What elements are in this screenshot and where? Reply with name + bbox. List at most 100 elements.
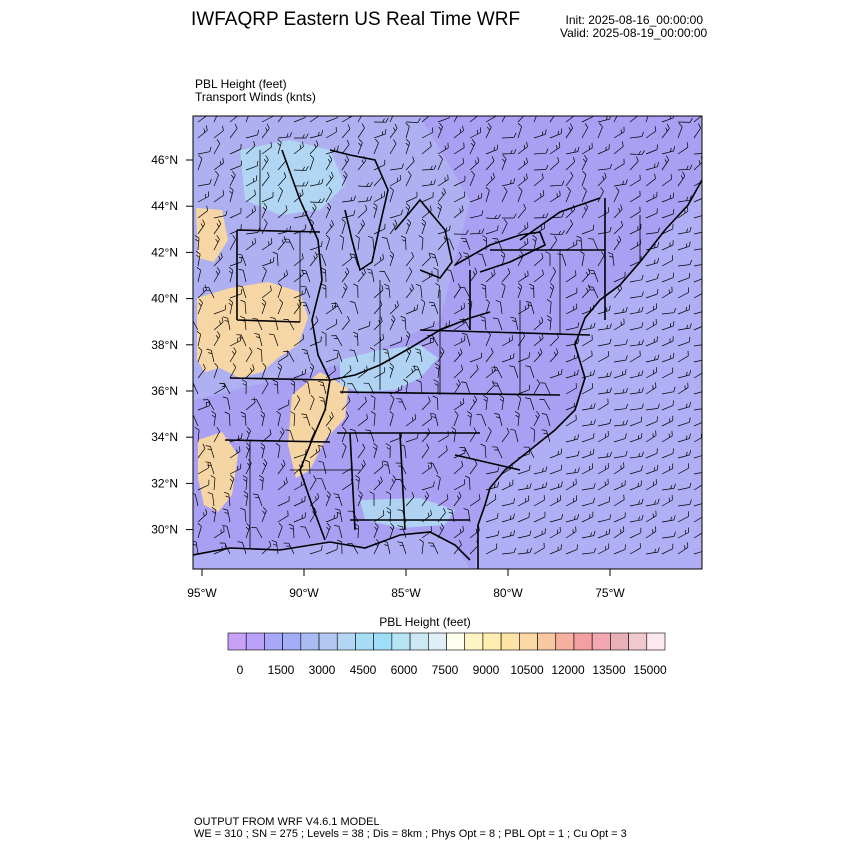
wind-barb [283, 238, 295, 251]
wind-barb [528, 283, 535, 299]
wind-barb [389, 314, 396, 331]
wind-barb [428, 301, 439, 315]
wind-barb [693, 391, 702, 395]
wind-barb [211, 506, 217, 523]
wind-barb [197, 443, 206, 459]
wind-barb [193, 414, 199, 427]
wind-barb [677, 287, 689, 299]
wind-barb [517, 122, 522, 139]
wind-barb [629, 291, 644, 299]
wind-barb [434, 363, 440, 379]
wind-barb [565, 219, 574, 235]
wind-barb [661, 543, 674, 555]
wind-barb [517, 157, 528, 171]
wind-barb [613, 462, 625, 475]
wind-barb [517, 173, 528, 187]
wind-barb [693, 472, 702, 475]
wind-barb [645, 547, 660, 555]
map-plot-area [193, 116, 702, 569]
wind-barb [421, 491, 430, 507]
wind-barb [357, 219, 366, 235]
wind-barb [293, 368, 307, 379]
wind-barb [677, 401, 691, 411]
wind-barb [661, 173, 673, 187]
wind-barb [421, 127, 433, 139]
wind-barb [597, 543, 610, 555]
wind-barb [421, 481, 435, 491]
wind-barb [261, 202, 268, 219]
wind-barb [213, 427, 221, 443]
wind-barb [245, 237, 256, 251]
wind-barb [389, 394, 395, 411]
wind-barb [480, 315, 487, 331]
wind-barb [373, 191, 385, 203]
wind-barb [613, 480, 626, 491]
wind-barb [251, 398, 263, 411]
wind-barb [546, 315, 552, 331]
wind-barb [318, 380, 327, 395]
wind-barb [373, 461, 384, 475]
wind-barb [453, 205, 464, 219]
wind-barb [309, 545, 323, 555]
wind-barb [381, 237, 391, 251]
wind-barb [517, 483, 532, 491]
wind-barb [396, 398, 407, 411]
wind-barb [453, 525, 464, 539]
wind-barb [502, 213, 517, 219]
model-info: OUTPUT FROM WRF V4.6.1 MODEL [194, 816, 380, 828]
wind-barb [373, 138, 379, 155]
wind-barb [693, 116, 702, 123]
wind-barb [581, 142, 593, 155]
wind-barb [661, 494, 673, 507]
wind-barb [245, 160, 259, 171]
wind-barb [549, 230, 565, 236]
wind-barb [517, 282, 523, 299]
wind-barb [349, 349, 359, 363]
wind-barb [333, 493, 343, 507]
wind-barb [517, 495, 530, 507]
wind-barb [285, 429, 295, 443]
wind-barb [469, 364, 479, 379]
wind-barb [429, 253, 439, 267]
wind-barb [565, 382, 577, 395]
wind-barb [293, 116, 306, 123]
lon-tick-label: 80°W [493, 586, 523, 600]
wind-barb [485, 347, 494, 363]
wind-barb [389, 336, 403, 347]
wind-barb [597, 430, 609, 443]
wind-barb [597, 163, 613, 171]
wind-barb [242, 475, 248, 491]
wind-barb [501, 547, 517, 555]
colorbar-swatch [591, 632, 611, 651]
wind-barb [485, 225, 499, 235]
wind-barb [661, 123, 670, 139]
wind-barb [485, 426, 492, 443]
wind-barb [309, 445, 320, 459]
wind-barb [197, 178, 212, 187]
wind-barb [222, 524, 231, 539]
colorbar-swatch [482, 632, 502, 651]
wind-barb [645, 464, 659, 475]
wind-barb [245, 347, 253, 363]
wind-barb [197, 191, 209, 203]
wind-barb [405, 330, 411, 347]
wind-barb [213, 125, 224, 139]
wind-barb [373, 442, 378, 459]
wind-barb [483, 395, 488, 411]
wind-barb [629, 150, 645, 156]
wind-barb [517, 222, 529, 235]
wind-barb [389, 209, 403, 219]
wind-barb [277, 116, 284, 123]
wind-barb [469, 157, 480, 171]
wind-barb [565, 495, 577, 507]
wind-barb [533, 269, 544, 283]
wind-barb [469, 210, 484, 219]
wind-barb [565, 123, 574, 139]
wind-barb [437, 188, 446, 203]
wind-barb [607, 252, 615, 267]
wind-barb [597, 172, 607, 187]
wind-barb [629, 416, 643, 427]
lat-tick-label: 30°N [151, 523, 178, 537]
wind-barb [353, 283, 359, 299]
wind-barb [501, 282, 506, 299]
